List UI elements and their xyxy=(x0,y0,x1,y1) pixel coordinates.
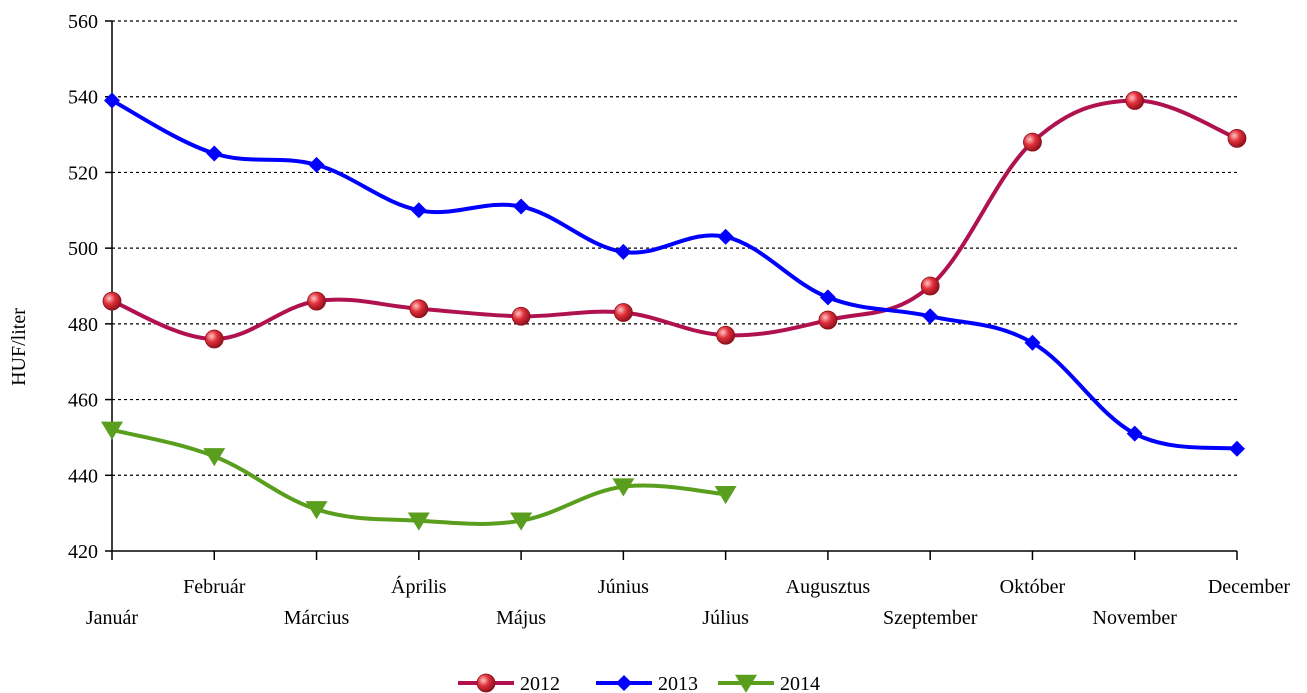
data-point-2013 xyxy=(819,289,836,306)
series-lines xyxy=(101,91,1247,531)
data-point-2012 xyxy=(1023,132,1042,152)
data-point-2013 xyxy=(513,198,530,215)
data-point-2012 xyxy=(511,306,531,326)
x-tick-label: Augusztus xyxy=(786,576,871,598)
data-point-2012 xyxy=(204,329,224,349)
series-line-2012 xyxy=(110,98,1239,341)
data-point-2013 xyxy=(104,92,120,109)
legend-marker xyxy=(735,674,757,693)
legend-marker xyxy=(616,675,632,691)
axes xyxy=(111,21,1237,552)
series-2013 xyxy=(104,92,1245,457)
data-point-2012 xyxy=(1125,91,1145,110)
data-point-2014 xyxy=(714,485,737,505)
y-tick-label: 460 xyxy=(68,390,98,412)
series-line-2013 xyxy=(110,98,1239,451)
legend-label: 2013 xyxy=(658,673,698,693)
x-tick-label: December xyxy=(1208,576,1291,598)
data-point-2013 xyxy=(615,243,632,260)
series-2014 xyxy=(101,421,737,531)
data-point-2012 xyxy=(409,299,429,319)
data-point-2014 xyxy=(407,512,430,531)
data-point-2012 xyxy=(1227,128,1247,148)
data-point-2014 xyxy=(510,512,533,531)
x-axis-ticks: Január Február Március Április Május Június Jú… xyxy=(86,551,1290,629)
data-point-2013 xyxy=(1229,440,1245,457)
x-tick-label: Március xyxy=(284,607,350,629)
data-point-2014 xyxy=(101,421,123,440)
x-tick-label: Október xyxy=(1000,576,1066,598)
y-tick-label: 480 xyxy=(68,314,98,336)
legend-item-2014: 2014 xyxy=(718,673,820,693)
x-tick-label: Július xyxy=(702,607,749,629)
legend-marker xyxy=(476,673,496,693)
x-tick-label: Szeptember xyxy=(883,607,978,629)
y-axis-ticks: 420 440 460 480 500 520 540 560 xyxy=(68,11,112,563)
data-point-2014 xyxy=(203,448,226,467)
data-point-2013 xyxy=(410,202,427,219)
series-2012 xyxy=(102,91,1247,349)
data-point-2013 xyxy=(206,145,223,162)
data-point-2013 xyxy=(717,228,734,245)
data-point-2013 xyxy=(1024,334,1041,351)
data-point-2012 xyxy=(716,325,736,345)
y-tick-label: 440 xyxy=(68,465,98,487)
data-point-2014 xyxy=(612,478,635,497)
series-line-2014 xyxy=(110,427,728,526)
y-tick-label: 420 xyxy=(68,541,98,563)
y-tick-label: 520 xyxy=(68,162,98,184)
y-tick-label: 560 xyxy=(68,11,98,33)
data-point-2013 xyxy=(308,156,325,173)
data-point-2014 xyxy=(305,501,328,520)
x-tick-label: Január xyxy=(86,607,139,629)
legend-label: 2012 xyxy=(520,673,560,693)
x-tick-label: Június xyxy=(598,576,649,598)
data-point-2012 xyxy=(818,310,838,330)
x-tick-label: Február xyxy=(183,576,246,598)
y-tick-label: 500 xyxy=(68,238,98,260)
y-tick-label: 540 xyxy=(68,87,98,109)
legend-item-2012: 2012 xyxy=(458,673,560,693)
data-point-2012 xyxy=(307,291,326,311)
x-tick-label: Április xyxy=(391,575,447,598)
data-point-2013 xyxy=(1126,425,1143,442)
data-point-2012 xyxy=(920,276,940,296)
legend-item-2013: 2013 xyxy=(596,673,698,693)
x-tick-label: Május xyxy=(496,607,546,629)
data-point-2012 xyxy=(102,291,122,311)
y-axis-title: HUF/liter xyxy=(8,308,30,386)
legend: 2012 2013 2014 xyxy=(458,673,820,693)
x-tick-label: November xyxy=(1093,607,1178,629)
data-point-2012 xyxy=(613,303,633,322)
data-point-2013 xyxy=(922,308,939,325)
legend-label: 2014 xyxy=(780,673,820,693)
gridlines xyxy=(112,20,1237,476)
